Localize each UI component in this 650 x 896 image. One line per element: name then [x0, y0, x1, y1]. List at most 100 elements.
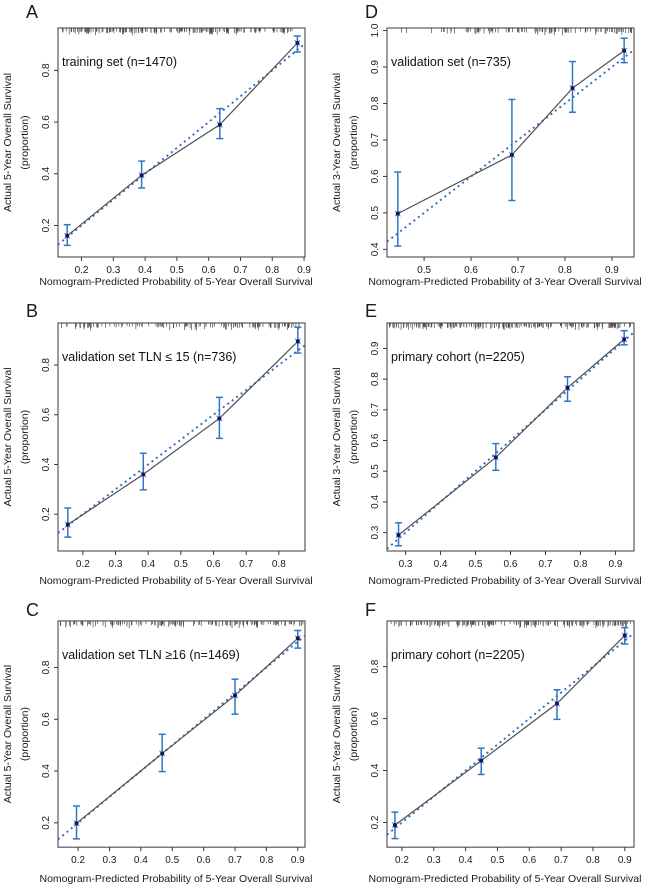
panel-d: D 0.5 0.6 0.7 0.8 0.9 0.4 0.5 0.6 0.7 0.8 0.9 1.0 va…	[325, 0, 650, 299]
x-tick-label: 0.7	[234, 265, 248, 276]
x-tick-label: 0.9	[297, 265, 311, 276]
x-tick-label: 0.5	[417, 265, 431, 276]
y-tick-label: 0.2	[41, 507, 52, 521]
plot-frame	[57, 322, 306, 552]
y-axis-title-line1: Actual 3-Year Overall Survival	[331, 367, 343, 506]
y-tick-label: 0.6	[41, 407, 52, 421]
x-tick-label: 0.8	[259, 855, 273, 866]
plot-frame	[386, 620, 635, 848]
data-point	[294, 326, 302, 354]
x-axis-title: Nomogram-Predicted Probability of 5-Year…	[40, 874, 313, 885]
data-point	[620, 329, 628, 346]
cohort-annotation: primary cohort (n=2205)	[391, 648, 525, 662]
y-axis-title-line2: (proportion)	[348, 115, 360, 169]
y-tick-label: 0.8	[41, 660, 52, 674]
panel-e: E 0.3 0.4 0.5 0.6 0.7 0.8 0.9 0.3 0.4 0.5 0.6 0.7 0.…	[325, 299, 650, 598]
data-point	[294, 629, 302, 649]
y-tick-label: 0.8	[370, 372, 381, 386]
y-axis-title-line2: (proportion)	[19, 115, 31, 169]
y-axis-title-line2: (proportion)	[349, 707, 360, 761]
x-tick-label: 0.6	[207, 559, 221, 570]
data-point	[231, 678, 239, 715]
panel-d-chart: 0.5 0.6 0.7 0.8 0.9 0.4 0.5 0.6 0.7 0.8 0.9 1.0 vali…	[331, 23, 642, 288]
y-tick-label: 0.2	[41, 815, 52, 829]
ideal-line	[57, 344, 306, 534]
x-tick-label: 0.6	[504, 559, 518, 570]
y-tick-label: 0.9	[370, 341, 381, 355]
panel-e-letter: E	[365, 301, 378, 321]
x-tick-label: 0.6	[202, 265, 216, 276]
y-tick-label: 0.4	[370, 495, 381, 509]
panel-c: C 0.2 0.3 0.4 0.5 0.6 0.7 0.8 0.9 0.2 0.4 0.6 0.8 va…	[0, 598, 325, 896]
x-tick-label: 0.5	[174, 559, 188, 570]
panel-f-letter: F	[365, 600, 376, 620]
data-point	[395, 522, 403, 547]
y-tick-label: 0.6	[370, 711, 381, 725]
data-point	[64, 507, 72, 538]
panel-a: A 0.2 0.3 0.4 0.5 0.6 0.7 0.8 0.9 0.2 0.4 0.6 0.8 tr…	[0, 0, 325, 299]
x-tick-label: 0.4	[141, 559, 155, 570]
x-tick-label: 0.5	[469, 559, 483, 570]
predicted-probability-rug	[390, 621, 632, 629]
y-tick-label: 0.4	[41, 457, 52, 471]
x-tick-label: 0.9	[605, 265, 619, 276]
observed-line	[67, 340, 299, 526]
x-tick-label: 0.3	[399, 559, 413, 570]
y-tick-label: 0.6	[370, 169, 381, 183]
y-axis-title-line2: (proportion)	[348, 410, 360, 464]
data-point	[293, 35, 301, 53]
y-tick-label: 1.0	[370, 23, 381, 37]
x-tick-label: 0.6	[464, 265, 478, 276]
observed-line	[398, 338, 625, 536]
x-axis-title: Nomogram-Predicted Probability of 5-Year…	[369, 874, 642, 885]
x-axis-title: Nomogram-Predicted Probability of 3-Year…	[368, 276, 641, 288]
data-point	[394, 171, 402, 247]
panel-a-chart: 0.2 0.3 0.4 0.5 0.6 0.7 0.8 0.9 0.2 0.4 0.6 0.8 trai…	[2, 27, 313, 288]
y-tick-label: 0.6	[370, 433, 381, 447]
y-tick-label: 0.8	[41, 358, 52, 372]
x-tick-label: 0.9	[291, 855, 305, 866]
panel-c-letter: C	[26, 600, 39, 620]
y-axis-title-line2: (proportion)	[20, 707, 31, 761]
y-tick-label: 0.2	[41, 218, 52, 232]
x-tick-label: 0.7	[554, 855, 568, 866]
predicted-probability-rug	[389, 323, 631, 331]
x-tick-label: 0.3	[427, 855, 441, 866]
x-tick-label: 0.2	[76, 559, 90, 570]
y-tick-label: 0.8	[41, 63, 52, 77]
x-tick-label: 0.3	[103, 855, 117, 866]
data-point	[568, 60, 576, 113]
x-tick-label: 0.9	[618, 855, 632, 866]
x-tick-label: 0.6	[197, 855, 211, 866]
y-tick-label: 0.6	[41, 115, 52, 129]
x-tick-label: 0.4	[134, 855, 148, 866]
x-tick-label: 0.7	[539, 559, 553, 570]
panel-b: B 0.2 0.3 0.4 0.5 0.6 0.7 0.8 0.2 0.4 0.6 0.8 valid…	[0, 299, 325, 598]
x-tick-label: 0.5	[491, 855, 505, 866]
y-tick-label: 0.5	[370, 205, 381, 219]
data-point	[477, 747, 485, 776]
plot-frame	[386, 27, 635, 258]
x-tick-label: 0.9	[609, 559, 623, 570]
x-tick-label: 0.8	[586, 855, 600, 866]
x-tick-label: 0.4	[434, 559, 448, 570]
panel-b-letter: B	[26, 301, 39, 321]
x-tick-label: 0.5	[165, 855, 179, 866]
y-tick-label: 0.5	[370, 464, 381, 478]
cohort-annotation: validation set TLN ≥16 (n=1469)	[62, 648, 240, 662]
predicted-probability-rug	[401, 28, 632, 36]
cohort-annotation: validation set (n=735)	[391, 55, 511, 69]
observed-line	[76, 637, 299, 824]
x-axis-title: Nomogram-Predicted Probability of 5-Year…	[39, 575, 312, 587]
panel-b-chart: 0.2 0.3 0.4 0.5 0.6 0.7 0.8 0.2 0.4 0.6 0.8 validat…	[2, 322, 313, 587]
panel-f: F 0.2 0.3 0.4 0.5 0.6 0.7 0.8 0.9 0.2 0.4 0.6 0.8 pr…	[325, 598, 650, 896]
cohort-annotation: primary cohort (n=2205)	[391, 350, 525, 364]
x-tick-label: 0.8	[272, 559, 286, 570]
x-tick-label: 0.7	[228, 855, 242, 866]
y-axis-title-line1: Actual 3-Year Overall Survival	[331, 73, 343, 212]
x-tick-label: 0.4	[459, 855, 473, 866]
observed-line	[397, 50, 625, 215]
data-point	[621, 626, 629, 645]
data-point	[73, 805, 81, 840]
